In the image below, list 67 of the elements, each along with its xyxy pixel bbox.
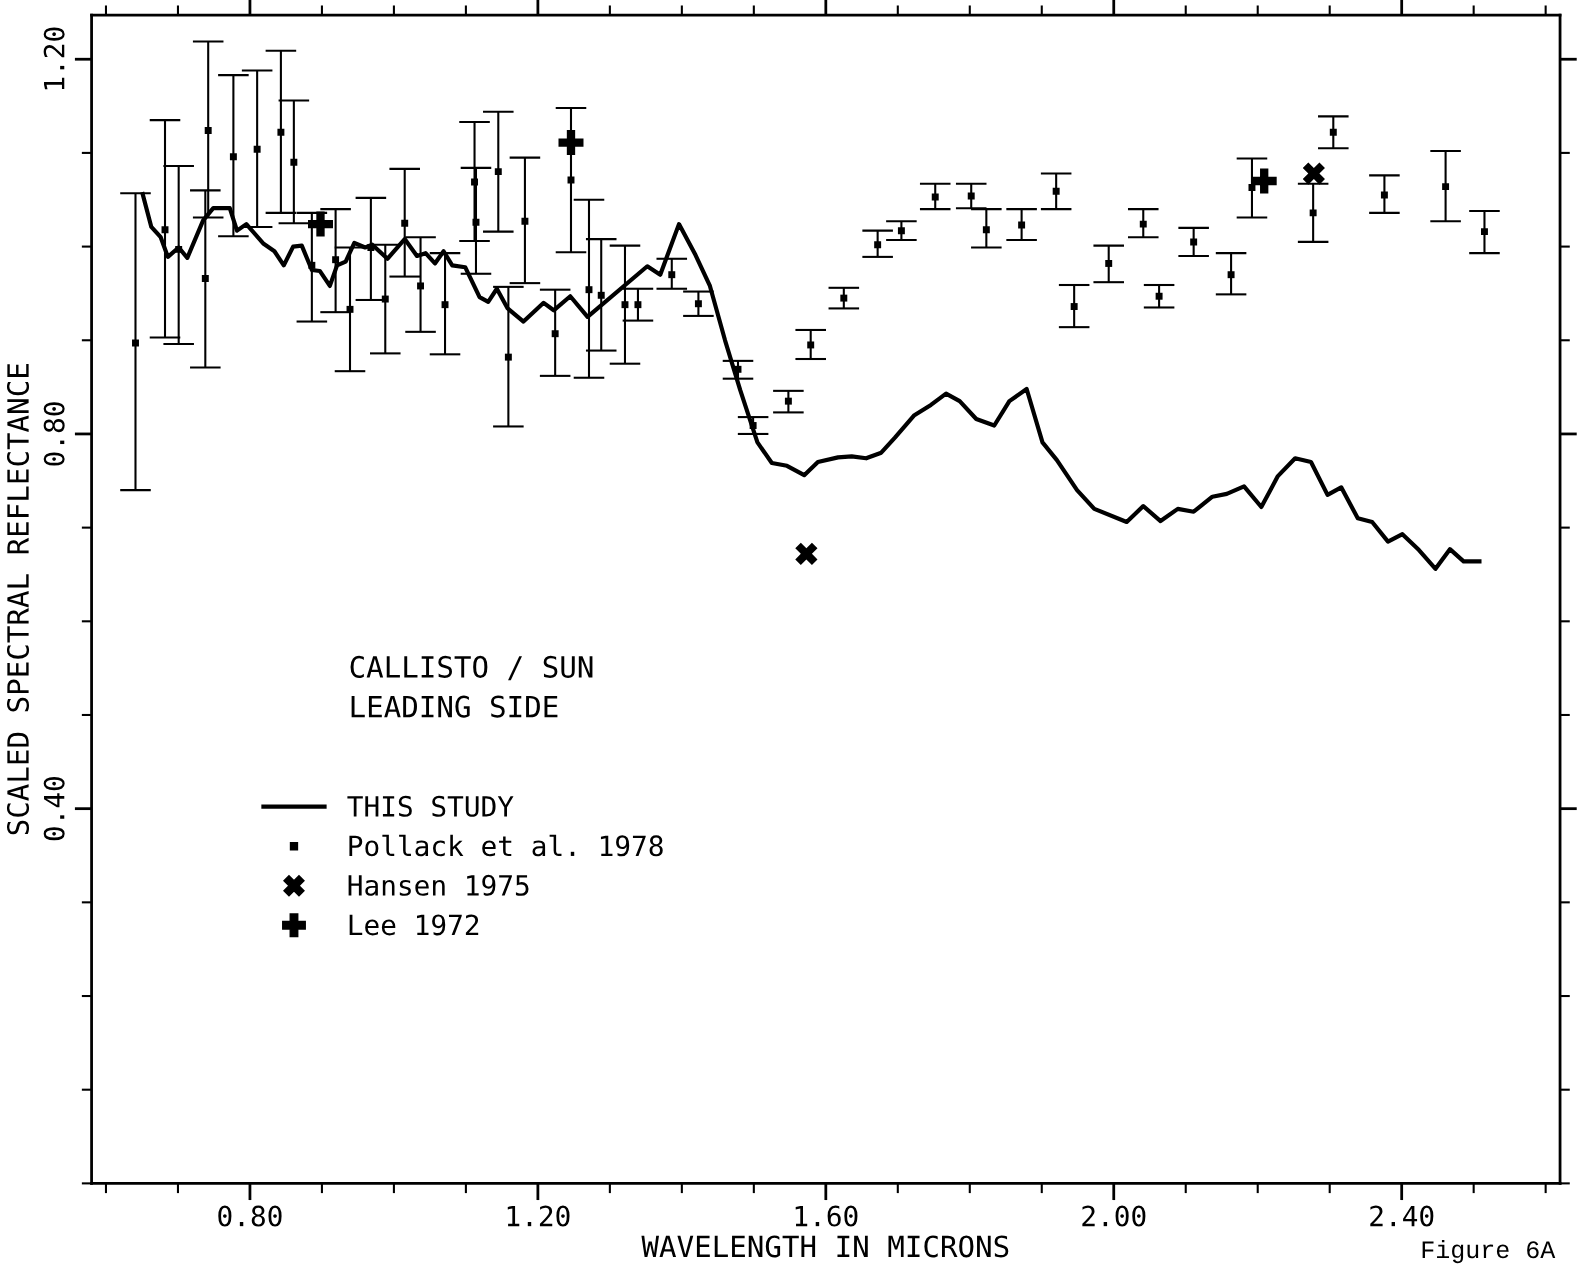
point <box>253 145 261 153</box>
point <box>1302 162 1325 185</box>
point <box>1442 183 1450 191</box>
legend-label: THIS STUDY <box>347 795 514 817</box>
point <box>367 244 375 251</box>
point <box>1105 259 1113 267</box>
y-axis-title: SCALED SPECTRAL REFLECTANCE <box>6 364 30 835</box>
annotation: CALLISTO / SUN <box>350 655 593 681</box>
point <box>1251 168 1277 194</box>
point <box>290 158 298 166</box>
x-tick-label: 2.40 <box>1370 1205 1434 1227</box>
point <box>201 274 209 282</box>
point <box>521 217 529 225</box>
point <box>204 126 212 134</box>
point <box>308 261 316 269</box>
point <box>551 330 559 338</box>
point <box>332 256 340 264</box>
x-axis-title: WAVELENGTH IN MICRONS <box>641 1235 1009 1258</box>
legend-label: Pollack et al. 1978 <box>349 834 663 857</box>
point <box>307 211 333 237</box>
point <box>494 168 502 176</box>
point <box>597 291 605 299</box>
annotation: LEADING SIDE <box>351 695 558 718</box>
point <box>1227 271 1235 279</box>
point <box>874 241 882 249</box>
point <box>982 226 990 234</box>
point <box>504 353 512 361</box>
caption: Figure 6A <box>1422 1239 1556 1264</box>
point <box>1481 228 1488 236</box>
point <box>1139 220 1147 228</box>
point <box>1052 187 1060 195</box>
legend-label: Lee 1972 <box>349 914 479 936</box>
point <box>175 245 183 253</box>
x-tick-label: 1.20 <box>507 1205 570 1227</box>
point <box>897 227 905 235</box>
point <box>1380 191 1388 199</box>
point <box>381 295 389 303</box>
point <box>694 300 702 308</box>
point <box>229 153 237 161</box>
y-tick-label: 1.20 <box>43 27 65 90</box>
point <box>1309 209 1317 217</box>
point <box>277 128 285 136</box>
point <box>471 178 479 186</box>
point <box>1329 128 1337 136</box>
point <box>668 271 676 279</box>
point <box>795 542 818 565</box>
x-tick-label: 0.80 <box>218 1205 282 1227</box>
y-tick-label: 0.40 <box>43 777 65 841</box>
point <box>558 130 584 156</box>
point <box>840 294 848 302</box>
y-tick-label: 0.80 <box>43 402 65 466</box>
point <box>749 422 757 429</box>
point <box>1190 238 1198 246</box>
point <box>784 397 792 405</box>
point <box>634 301 642 309</box>
point <box>401 219 409 227</box>
point <box>1248 184 1256 192</box>
point <box>1070 303 1078 311</box>
x-tick-label: 1.60 <box>795 1205 858 1227</box>
point <box>807 341 815 349</box>
point <box>132 339 139 347</box>
point <box>1018 221 1026 229</box>
point <box>931 193 939 201</box>
x-tick-label: 2.00 <box>1082 1205 1146 1227</box>
point <box>417 282 425 290</box>
legend-label: Hansen 1975 <box>348 874 529 896</box>
point <box>1155 292 1163 300</box>
